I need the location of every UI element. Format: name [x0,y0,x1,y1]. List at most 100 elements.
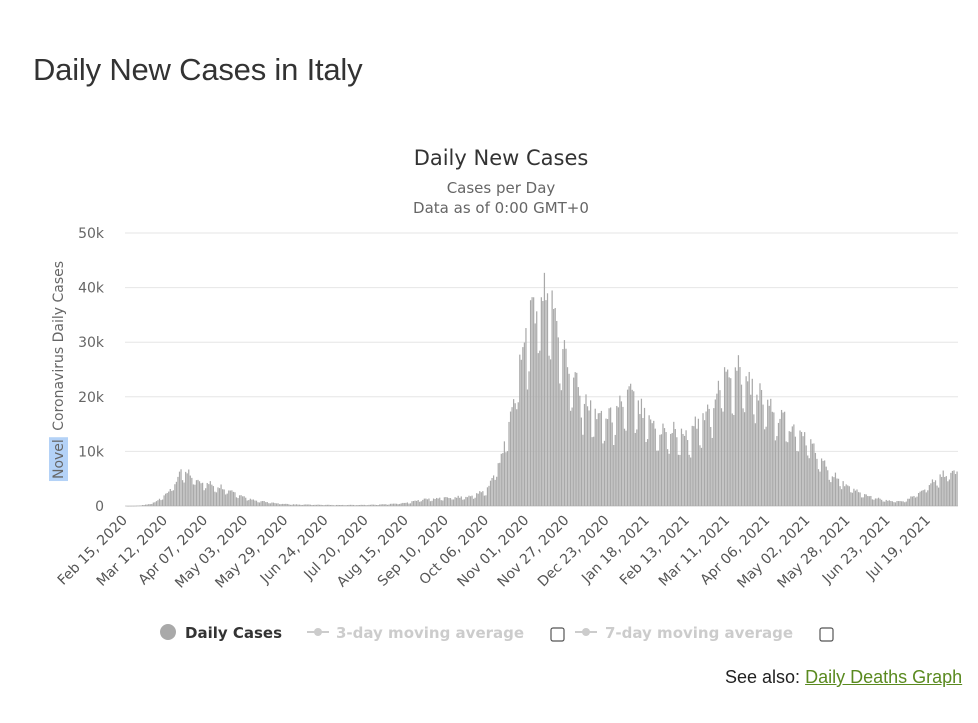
daily-cases-bar[interactable] [135,505,138,507]
daily-cases-bar[interactable] [583,403,586,506]
daily-cases-bar[interactable] [339,505,341,506]
daily-cases-bar[interactable] [466,497,469,506]
daily-cases-bar[interactable] [913,495,915,506]
daily-cases-bar[interactable] [854,490,857,506]
daily-cases-bar[interactable] [425,498,427,506]
daily-cases-bar[interactable] [873,499,875,506]
daily-cases-bar[interactable] [676,437,678,506]
daily-cases-bar[interactable] [169,488,171,506]
daily-cases-bar[interactable] [285,503,287,506]
daily-cases-bar[interactable] [172,490,174,506]
daily-cases-bar[interactable] [505,452,507,506]
daily-cases-bar[interactable] [357,505,359,506]
daily-cases-bar[interactable] [183,482,185,506]
daily-cases-bar[interactable] [531,297,533,506]
daily-cases-bar[interactable] [936,485,938,506]
daily-cases-bar[interactable] [559,383,561,506]
daily-cases-bar[interactable] [243,496,245,506]
daily-cases-bar[interactable] [800,431,803,506]
daily-cases-bar[interactable] [319,504,321,506]
daily-cases-bar[interactable] [277,503,279,506]
daily-cases-bar[interactable] [474,497,476,506]
daily-cases-bar[interactable] [897,501,900,506]
daily-cases-bar[interactable] [485,495,487,506]
daily-cases-bar[interactable] [700,447,703,506]
daily-cases-bar[interactable] [586,406,589,506]
daily-cases-bar[interactable] [693,426,695,506]
daily-cases-bar[interactable] [462,499,464,506]
daily-cases-bar[interactable] [697,418,700,506]
daily-cases-bar[interactable] [728,377,730,506]
daily-cases-bar[interactable] [308,504,310,506]
daily-cases-bar[interactable] [600,410,603,506]
daily-cases-bar[interactable] [805,445,807,506]
daily-cases-bar[interactable] [685,430,687,506]
daily-cases-bar[interactable] [549,359,552,506]
daily-cases-bar[interactable] [492,475,495,506]
daily-cases-bar[interactable] [509,411,512,506]
daily-cases-bar[interactable] [666,449,669,506]
daily-cases-bar[interactable] [887,500,889,506]
daily-cases-bar[interactable] [865,494,867,506]
daily-cases-bar[interactable] [787,442,789,506]
daily-cases-bar[interactable] [252,499,255,506]
daily-cases-bar[interactable] [925,492,927,506]
daily-cases-bar[interactable] [716,393,718,506]
daily-cases-bar[interactable] [536,311,538,506]
daily-cases-bar[interactable] [924,489,926,506]
daily-cases-bar[interactable] [209,481,211,506]
daily-cases-bar[interactable] [551,290,553,506]
daily-cases-bar[interactable] [660,434,663,506]
daily-cases-bar[interactable] [773,412,775,506]
daily-cases-bar[interactable] [497,463,499,506]
daily-cases-bar[interactable] [416,500,418,506]
daily-cases-bar[interactable] [623,428,626,506]
daily-cases-bar[interactable] [428,498,430,506]
daily-cases-bar[interactable] [483,495,485,506]
daily-cases-bar[interactable] [218,488,221,506]
daily-cases-bar[interactable] [830,482,832,506]
daily-cases-bar[interactable] [346,505,348,506]
daily-cases-bar[interactable] [762,404,764,506]
daily-cases-bar[interactable] [593,436,595,506]
daily-cases-bar[interactable] [168,491,170,506]
daily-cases-bar[interactable] [566,367,569,506]
daily-cases-bar[interactable] [332,505,335,506]
daily-cases-bar[interactable] [916,496,918,506]
daily-cases-bar[interactable] [494,479,496,506]
daily-cases-bar[interactable] [901,501,903,506]
daily-cases-bar[interactable] [420,501,422,506]
daily-cases-bar[interactable] [828,479,830,506]
daily-cases-bar[interactable] [349,504,352,506]
daily-cases-bar[interactable] [839,486,841,506]
daily-cases-bar[interactable] [825,466,827,506]
daily-cases-bar[interactable] [258,502,261,506]
daily-cases-bar[interactable] [303,504,305,506]
daily-cases-bar[interactable] [514,403,516,506]
legend-item-daily-cases[interactable]: Daily Cases [160,624,282,642]
daily-cases-bar[interactable] [734,367,736,506]
daily-cases-bar[interactable] [756,394,758,506]
daily-cases-bar[interactable] [411,501,413,506]
daily-cases-bar[interactable] [537,353,539,506]
daily-cases-bar[interactable] [211,484,213,506]
daily-cases-bar[interactable] [479,491,481,506]
daily-cases-bar[interactable] [831,476,833,506]
daily-cases-bar[interactable] [696,428,698,506]
daily-cases-bar[interactable] [683,435,686,506]
daily-cases-bar[interactable] [619,395,621,506]
daily-cases-bar[interactable] [529,300,532,506]
daily-cases-bar[interactable] [345,505,347,506]
daily-cases-bar[interactable] [951,470,954,506]
daily-cases-bar[interactable] [131,505,133,507]
daily-cases-bar[interactable] [857,492,860,506]
daily-cases-bar[interactable] [707,404,709,506]
daily-cases-bar[interactable] [271,502,273,506]
daily-cases-bar[interactable] [185,471,187,506]
daily-cases-bar[interactable] [874,498,877,506]
daily-cases-bar[interactable] [690,457,692,506]
daily-cases-bar[interactable] [759,383,761,506]
daily-cases-bar[interactable] [237,498,239,506]
daily-cases-bar[interactable] [774,440,777,506]
daily-cases-bar[interactable] [513,399,515,506]
